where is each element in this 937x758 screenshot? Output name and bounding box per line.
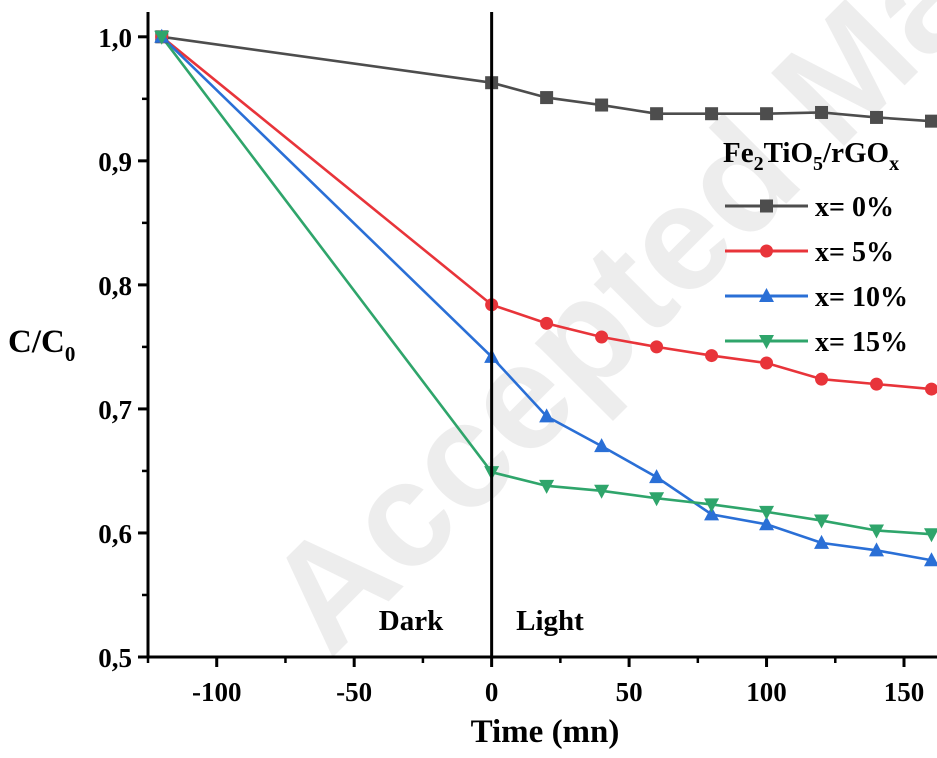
legend-marker-2 [760,244,773,258]
legend-title-part: TiO [764,137,813,169]
legend-label-2: x= 5% [815,237,894,268]
data-point-s4-7 [759,505,775,520]
data-point-s1-3 [540,91,554,105]
y-axis-title: C/C0 [8,324,75,366]
data-point-s3-9 [869,542,885,557]
data-point-s1-6 [705,107,719,121]
legend-label-4: x= 15% [815,327,908,358]
data-point-s1-4 [595,98,609,112]
series-line-3 [160,35,932,562]
data-point-s4-9 [869,524,885,539]
legend: Fe2TiO5/rGOx x= 0% x= 5% x= 10% x= 15% [723,137,908,358]
legend-label-1: x= 0% [815,192,894,223]
data-point-s1-8 [815,105,829,119]
data-point-s3-3 [539,408,555,423]
data-point-s4-6 [704,498,720,513]
y-tick-label: 0,7 [98,395,132,425]
legend-title-subscript: x [889,153,899,175]
axes [138,12,937,667]
data-point-s2-10 [925,382,937,396]
data-point-s4-10 [924,528,937,543]
data-point-s1-9 [870,110,884,124]
data-point-s2-9 [870,377,884,391]
legend-title-part: /rGO [822,137,889,169]
data-point-s3-4 [594,438,610,453]
series-line-2 [160,35,932,391]
data-point-s4-3 [539,479,555,494]
x-tick-label: 0 [485,677,499,707]
x-axis-title: Time (mn) [471,714,620,750]
legend-marker-4 [759,335,774,349]
x-tick-label: 50 [616,677,643,707]
series-line-4 [160,36,932,536]
y-tick-label: 0,6 [98,519,132,549]
data-point-s3-8 [814,534,830,549]
series-line-1 [161,35,932,123]
data-point-s4-4 [594,484,610,499]
data-point-s3-5 [649,469,665,484]
legend-marker-1 [760,199,773,213]
y-tick-label: 0,8 [98,271,132,301]
y-tick-label: 0,9 [98,147,132,177]
legend-label-3: x= 10% [815,282,908,313]
legend-title-subscript: 2 [754,153,764,175]
data-point-s1-7 [760,107,774,121]
series-lines [160,35,932,562]
data-point-s2-4 [595,330,609,344]
region-label-light: Light [516,605,584,637]
data-point-s2-3 [540,316,554,330]
data-point-s1-10 [925,114,937,128]
data-point-s2-5 [650,340,664,354]
data-point-s4-1 [154,30,170,45]
data-point-s2-8 [815,372,829,386]
x-tick-label: -50 [336,677,372,707]
data-point-s3-6 [704,506,720,521]
x-tick-label: 100 [746,677,787,707]
region-label-dark: Dark [379,605,444,637]
y-tick-label: 1,0 [98,23,132,53]
legend-marker-3 [759,288,774,302]
data-point-s3-7 [759,516,775,531]
data-point-s4-5 [649,492,665,507]
data-point-s2-6 [705,349,719,363]
data-point-s2-7 [760,356,774,370]
data-point-s3-10 [924,552,937,567]
data-point-s4-8 [814,514,830,529]
y-tick-label: 0,5 [98,643,132,673]
legend-title: Fe2TiO5/rGOx [723,137,899,175]
series-markers [154,28,937,567]
y-axis-title-main: C/C [8,324,65,360]
x-tick-label: -100 [192,677,242,707]
legend-title-part: Fe [723,137,754,169]
x-tick-label: 150 [884,677,925,707]
y-axis-title-subscript: 0 [65,342,76,366]
data-point-s1-5 [650,107,664,121]
legend-title-subscript: 5 [813,153,823,175]
